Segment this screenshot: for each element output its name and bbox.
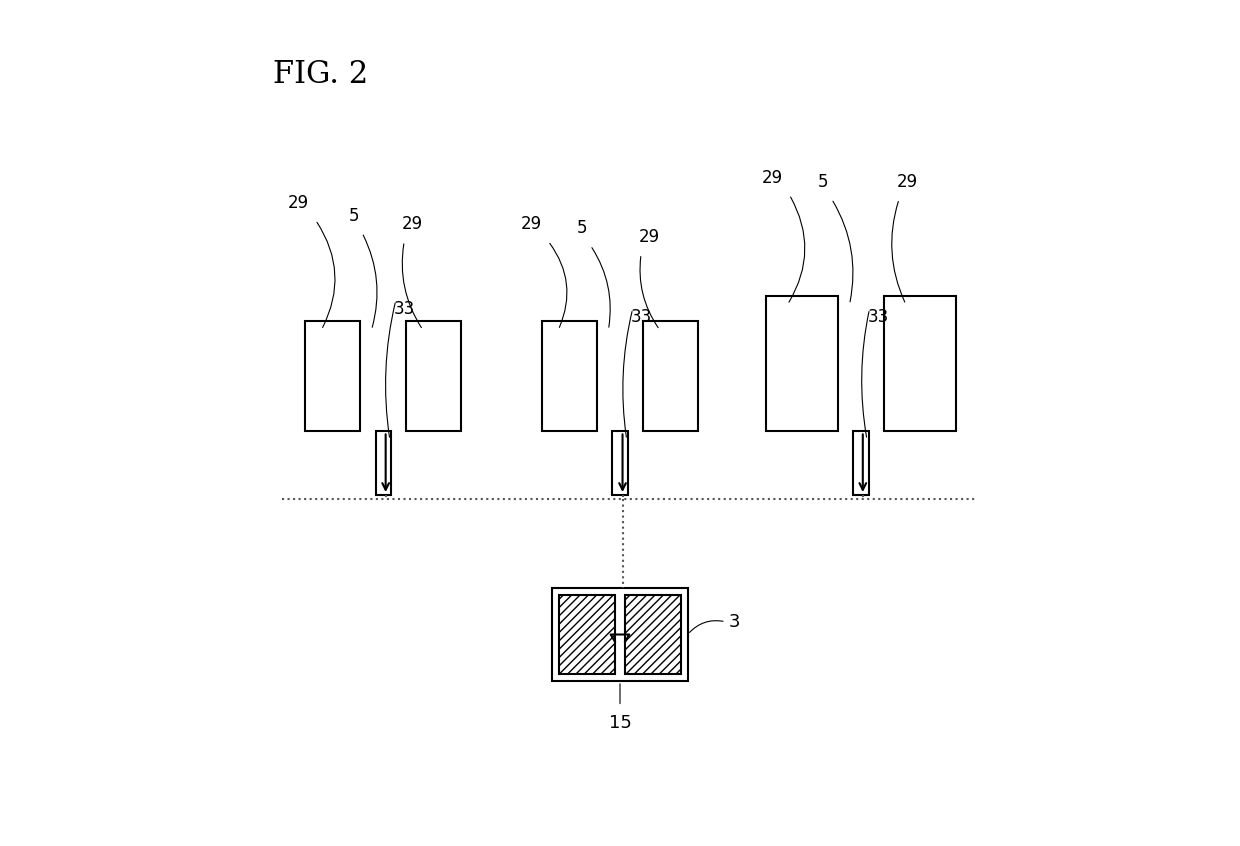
Text: 33: 33: [868, 308, 889, 327]
Text: 29: 29: [639, 228, 660, 246]
FancyBboxPatch shape: [407, 321, 461, 431]
FancyBboxPatch shape: [552, 588, 688, 681]
FancyBboxPatch shape: [542, 321, 596, 431]
FancyBboxPatch shape: [613, 431, 627, 495]
Text: 29: 29: [761, 168, 782, 187]
FancyBboxPatch shape: [644, 321, 698, 431]
FancyBboxPatch shape: [853, 431, 869, 495]
Text: 33: 33: [393, 299, 415, 318]
Text: 29: 29: [897, 173, 918, 191]
Text: 5: 5: [818, 173, 828, 191]
Text: 29: 29: [288, 194, 309, 212]
FancyBboxPatch shape: [625, 595, 681, 674]
Text: 5: 5: [577, 219, 588, 238]
Text: 15: 15: [609, 714, 631, 733]
FancyBboxPatch shape: [766, 296, 838, 431]
FancyBboxPatch shape: [376, 431, 391, 495]
Text: 3: 3: [728, 613, 740, 631]
Text: 29: 29: [521, 215, 542, 233]
FancyBboxPatch shape: [305, 321, 360, 431]
Text: 29: 29: [402, 215, 423, 233]
Text: FIG. 2: FIG. 2: [273, 59, 368, 91]
FancyBboxPatch shape: [884, 296, 956, 431]
Text: 33: 33: [630, 308, 652, 327]
Text: 5: 5: [348, 206, 358, 225]
FancyBboxPatch shape: [559, 595, 615, 674]
